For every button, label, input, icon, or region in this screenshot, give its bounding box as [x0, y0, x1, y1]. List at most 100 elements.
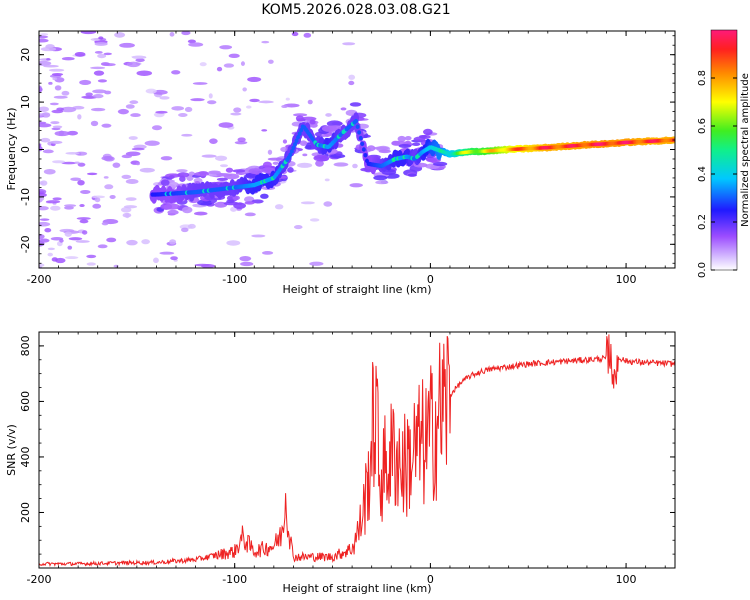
noise-blob [49, 140, 63, 144]
noise-blob [216, 177, 229, 182]
noise-blob [50, 205, 61, 211]
noise-blob [258, 100, 274, 104]
noise-blob [225, 167, 234, 173]
ridge-core [363, 152, 368, 158]
noise-blob [163, 203, 180, 210]
noise-blob [295, 115, 304, 122]
noise-blob [300, 201, 315, 205]
noise-blob [47, 252, 53, 257]
noise-blob [244, 212, 256, 217]
noise-blob [61, 90, 70, 96]
noise-blob [97, 244, 108, 249]
noise-blob [52, 160, 66, 164]
noise-blob [239, 256, 252, 262]
noise-blob [261, 251, 274, 255]
noise-blob [128, 136, 138, 140]
noise-blob [52, 77, 58, 81]
noise-blob [39, 33, 49, 36]
snr-ticks: -200 -100 0 100 200 400 600 800 [19, 331, 675, 586]
spectrogram-xlabel: Height of straight line (km) [282, 283, 431, 296]
noise-blob [119, 42, 135, 48]
colorbar-tick-label: 0.6 [697, 118, 708, 134]
noise-blob [91, 195, 106, 199]
noise-blob [407, 173, 418, 177]
noise-blob [193, 211, 208, 216]
noise-blob [68, 237, 83, 241]
noise-blob [219, 45, 233, 50]
ridge-core [360, 141, 365, 147]
spectrogram-xtick-label: 0 [427, 273, 434, 286]
snr-xlabel: Height of straight line (km) [282, 582, 431, 595]
noise-blob [293, 113, 308, 117]
noise-blob [39, 206, 49, 211]
colorbar-tick-label: 0.4 [697, 166, 708, 182]
noise-blob [313, 154, 330, 162]
noise-blob [325, 113, 332, 117]
noise-blob [45, 200, 61, 204]
noise-blob [309, 261, 324, 266]
snr-series-line [39, 334, 675, 568]
noise-blob [159, 251, 175, 255]
noise-blob [199, 62, 207, 67]
noise-blob [86, 262, 96, 266]
noise-blob [230, 206, 237, 212]
noise-blob [232, 195, 240, 201]
noise-blob [267, 149, 273, 155]
spectrogram-ytick-label: 10 [19, 95, 32, 109]
noise-blob [159, 96, 170, 100]
colorbar-ticks: 0.0 0.2 0.4 0.6 0.8 [697, 70, 737, 278]
noise-blob [39, 38, 49, 43]
snr-ytick-label: 200 [19, 502, 32, 523]
noise-blob [61, 161, 77, 165]
noise-blob [397, 135, 406, 142]
colorbar-tick-label: 0.8 [697, 70, 708, 86]
snr-ytick-label: 400 [19, 446, 32, 467]
snr-xtick-label: -100 [222, 573, 247, 586]
ridge-core [288, 152, 293, 158]
noise-blob [178, 113, 188, 118]
noise-blob [248, 168, 264, 175]
noise-blob [97, 79, 108, 83]
noise-blob [122, 212, 132, 218]
noise-blob [44, 227, 52, 233]
noise-blob [130, 113, 141, 118]
ridge-core [361, 147, 366, 152]
noise-blob [94, 41, 108, 46]
noise-blob [106, 237, 117, 243]
noise-blob [262, 161, 272, 169]
noise-blob [121, 154, 132, 159]
ridge-core [291, 145, 296, 151]
noise-blob [103, 176, 109, 179]
noise-blob [90, 38, 101, 41]
noise-blob [131, 55, 146, 59]
spectrogram-ytick-label: -20 [19, 235, 32, 253]
snr-xtick-label: 0 [427, 573, 434, 586]
noise-blob [126, 239, 138, 246]
noise-blob [268, 59, 274, 64]
noise-blob [287, 166, 294, 173]
noise-blob [167, 209, 179, 215]
noise-blob [291, 31, 299, 37]
noise-blob [125, 104, 135, 109]
noise-blob [155, 110, 168, 114]
ridge-core [292, 142, 297, 147]
noise-blob [228, 53, 240, 59]
colorbar-gradient [710, 29, 738, 271]
noise-blob [125, 178, 139, 185]
noise-blob [51, 72, 64, 76]
snr-ytick-label: 800 [19, 335, 32, 356]
figure-title: KOM5.2026.028.03.08.G21 [261, 2, 451, 18]
noise-blob [177, 172, 190, 178]
noise-blob [113, 264, 119, 268]
noise-blob [52, 197, 62, 201]
noise-blob [281, 104, 288, 109]
noise-blob [375, 180, 389, 185]
noise-blob [373, 146, 389, 150]
noise-blob [302, 153, 308, 157]
noise-blob [243, 174, 255, 178]
noise-blob [103, 63, 116, 67]
noise-blob [242, 87, 247, 92]
noise-blob [92, 89, 107, 94]
noise-blob [188, 42, 204, 47]
